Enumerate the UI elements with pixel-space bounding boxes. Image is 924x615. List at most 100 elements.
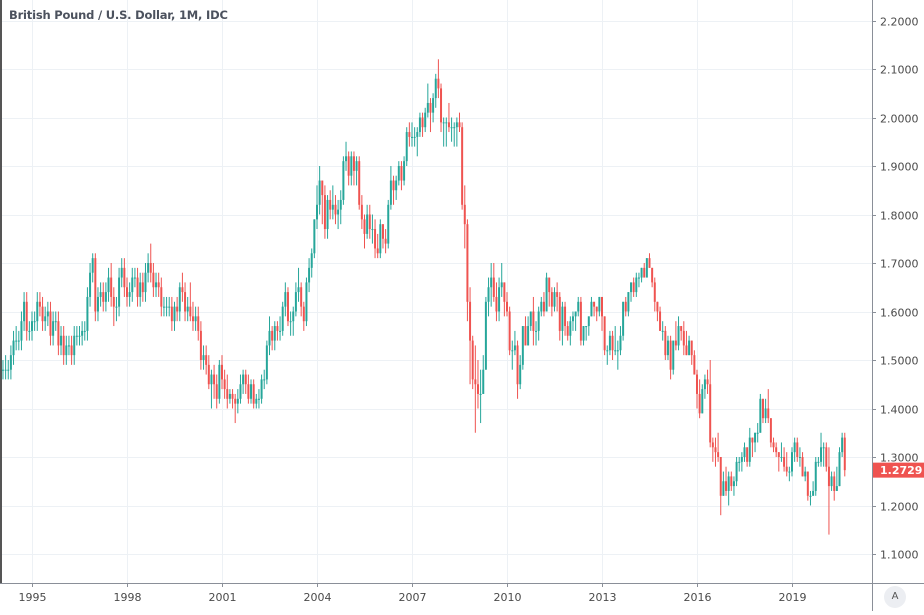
candle <box>107 267 110 302</box>
candle <box>99 282 102 307</box>
time-tick-label: 2007 <box>399 591 427 604</box>
candle <box>141 272 144 302</box>
candle-body <box>455 122 458 128</box>
candle-body <box>44 316 47 322</box>
candle-body <box>149 263 152 273</box>
candle <box>115 296 118 322</box>
candle-body <box>160 287 163 307</box>
candle <box>643 263 646 278</box>
candle-body <box>23 301 26 322</box>
candle <box>213 364 216 399</box>
candle <box>273 321 276 351</box>
candle-body <box>255 398 258 404</box>
candle <box>693 350 696 375</box>
candle-body <box>732 481 735 487</box>
candle-body <box>173 306 176 322</box>
candle <box>500 263 503 297</box>
candle-body <box>139 282 142 297</box>
candle <box>418 112 421 137</box>
candle <box>360 195 363 230</box>
candle-body <box>54 321 57 323</box>
candle-body <box>387 204 390 244</box>
last-price-badge <box>873 462 924 478</box>
candle-body <box>651 267 654 283</box>
candle-body <box>685 345 688 356</box>
candle <box>761 398 764 424</box>
price-tick-label: 1.8000 <box>880 210 919 223</box>
candle-body <box>416 132 419 137</box>
candle-body <box>540 301 543 312</box>
candle <box>149 243 152 283</box>
candle <box>696 369 698 409</box>
candle <box>381 224 384 249</box>
candle <box>738 457 741 472</box>
candle <box>616 340 619 370</box>
candle-body <box>334 204 337 215</box>
candle <box>825 442 828 472</box>
time-tick-label: 2016 <box>684 591 712 604</box>
candle-body <box>279 330 282 332</box>
candle <box>806 471 809 501</box>
candles <box>0 59 846 535</box>
candle-body <box>759 398 762 433</box>
candle <box>366 204 369 239</box>
candle <box>352 151 355 186</box>
candle-body <box>120 267 123 278</box>
candle <box>260 374 263 404</box>
candle-body <box>186 306 189 312</box>
candle <box>408 122 411 147</box>
candle-body <box>698 393 701 414</box>
candle <box>841 432 844 457</box>
candle <box>89 263 92 307</box>
candle-body <box>78 335 81 337</box>
candle-body <box>474 379 477 385</box>
candle <box>711 437 714 462</box>
candle <box>706 369 709 394</box>
time-axis[interactable]: 1995 1998 2001 2004 2007 2010 2013 2016 2019 <box>19 583 807 604</box>
candle <box>822 442 825 467</box>
candle-body <box>703 379 706 390</box>
candle <box>186 296 189 322</box>
candle-body <box>73 335 76 356</box>
candle <box>223 369 226 399</box>
candle-body <box>487 287 490 302</box>
candle <box>521 326 524 370</box>
candle-body <box>152 272 155 288</box>
time-tick-label: 2001 <box>209 591 237 604</box>
candle <box>627 292 630 317</box>
candle-body <box>622 301 625 336</box>
candle <box>368 204 371 239</box>
candle <box>25 292 28 341</box>
candle <box>297 267 300 302</box>
candle-body <box>123 267 126 288</box>
candle-body <box>793 442 796 453</box>
candle-body <box>432 98 435 113</box>
candle-body <box>352 156 355 171</box>
candle <box>191 301 194 331</box>
candle-body <box>360 204 363 220</box>
candle-body <box>777 452 780 457</box>
candle <box>717 432 720 462</box>
candle <box>656 301 659 322</box>
auto-scale-button[interactable]: A <box>884 586 906 608</box>
candle-body <box>213 374 216 385</box>
price-axis[interactable]: 2.2000 2.1000 2.0000 1.9000 1.8000 1.7000 1.60… <box>872 16 919 562</box>
candle-body <box>664 330 667 356</box>
candle <box>542 292 545 317</box>
candle <box>112 287 115 327</box>
candle-body <box>482 369 485 394</box>
candle <box>234 393 237 424</box>
candle <box>41 296 44 331</box>
candle-body <box>756 432 759 434</box>
price-tick-label: 1.5000 <box>880 355 919 368</box>
candle <box>255 393 258 409</box>
candle-body <box>49 311 52 336</box>
candle <box>748 427 751 467</box>
candle-body <box>60 335 63 346</box>
candle-body <box>577 301 580 312</box>
candle <box>189 282 192 322</box>
candle <box>709 360 712 448</box>
candle <box>516 340 519 399</box>
candle-body <box>366 214 369 234</box>
